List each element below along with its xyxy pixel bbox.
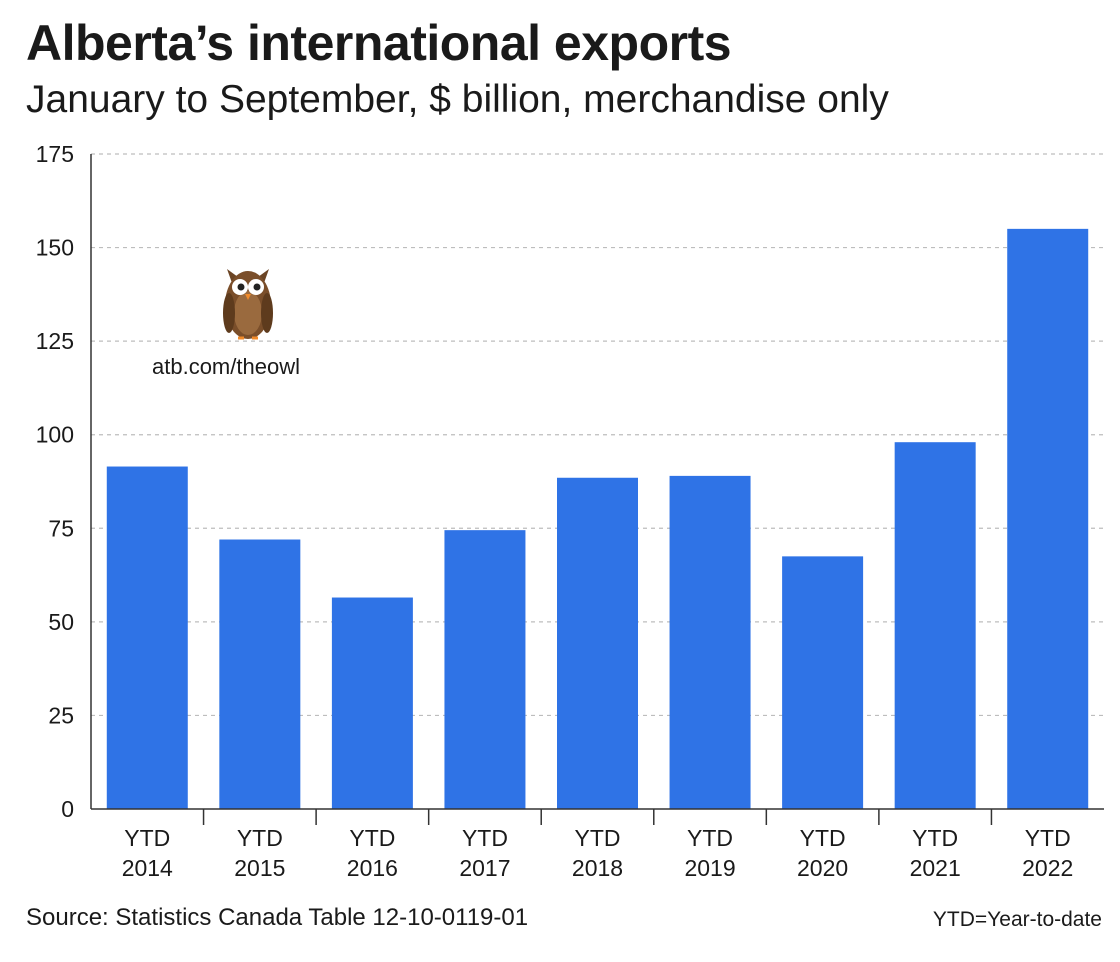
- x-tick-label: 2021: [910, 855, 961, 881]
- y-tick-label: 100: [36, 422, 74, 448]
- y-tick-label: 175: [36, 141, 74, 167]
- x-tick-label: YTD: [1025, 825, 1071, 851]
- bar: [1007, 228, 1089, 809]
- x-tick-label: 2020: [797, 855, 848, 881]
- x-tick-label: YTD: [575, 825, 621, 851]
- x-tick-label: 2016: [347, 855, 398, 881]
- owl-icon: [223, 269, 273, 340]
- bar: [219, 539, 301, 809]
- y-tick-label: 50: [48, 609, 74, 635]
- source-note: Source: Statistics Canada Table 12-10-01…: [26, 904, 529, 931]
- x-tick-label: YTD: [462, 825, 508, 851]
- bar: [444, 530, 526, 809]
- x-tick-label: YTD: [124, 825, 170, 851]
- bars: [106, 228, 1089, 809]
- x-tick-label: 2018: [572, 855, 623, 881]
- y-tick-label: 0: [61, 796, 74, 822]
- x-tick-label: 2017: [459, 855, 510, 881]
- bar: [331, 597, 413, 809]
- x-tick-label: YTD: [800, 825, 846, 851]
- y-tick-label: 25: [48, 702, 74, 728]
- footnote: YTD=Year-to-date: [932, 908, 1102, 931]
- bar: [106, 466, 188, 809]
- tick-labels: 0 25 50 75 100 125 150 175 YTD 2014 YTD 2015 YTD 2016…: [36, 141, 1074, 881]
- y-tick-label: 125: [36, 328, 74, 354]
- logo-url: atb.com/theowl: [152, 354, 300, 379]
- x-tick-label: YTD: [237, 825, 283, 851]
- bar: [557, 477, 638, 809]
- y-tick-label: 75: [48, 515, 74, 541]
- bar: [782, 556, 864, 809]
- bar: [894, 442, 976, 809]
- x-tick-label: YTD: [349, 825, 395, 851]
- x-tick-label: 2022: [1022, 855, 1073, 881]
- x-tick-label: YTD: [912, 825, 958, 851]
- y-tick-label: 150: [36, 235, 74, 261]
- x-tick-label: 2019: [684, 855, 735, 881]
- chart-title: Alberta’s international exports: [26, 15, 732, 71]
- chart-subtitle: January to September, $ billion, merchan…: [26, 78, 889, 121]
- axes: [90, 154, 1104, 825]
- x-tick-label: YTD: [687, 825, 733, 851]
- x-tick-label: 2015: [234, 855, 285, 881]
- x-tick-label: 2014: [122, 855, 173, 881]
- bar: [669, 475, 751, 809]
